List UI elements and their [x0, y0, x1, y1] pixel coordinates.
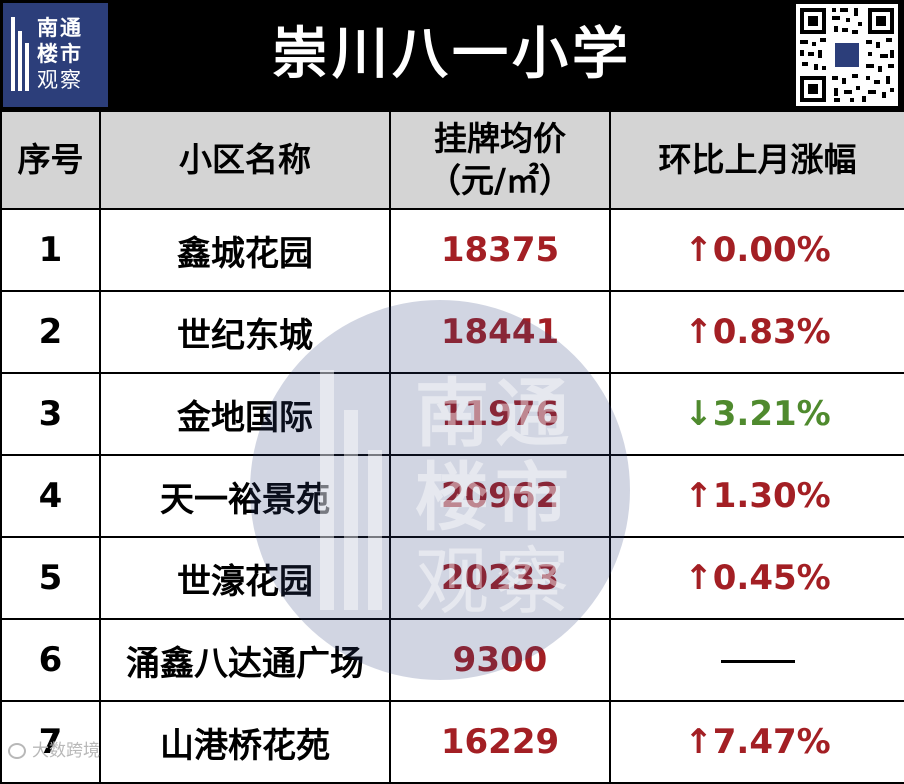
table-row: 4 天一裕景苑 20962 ↑1.30%: [0, 454, 904, 538]
table-row: 2 世纪东城 18441 ↑0.83%: [0, 290, 904, 374]
header-index: 序号: [0, 110, 101, 210]
row-change: ↑7.47%: [609, 700, 904, 784]
row-name: 金地国际: [99, 372, 391, 456]
row-change-none: [609, 618, 904, 702]
row-index: 6: [0, 618, 101, 702]
table-row: 7 山港桥花苑 16229 ↑7.47%: [0, 700, 904, 784]
page-title: 崇川八一小学: [272, 22, 632, 87]
header-price-line-1: 挂牌均价: [434, 119, 566, 158]
row-name: 鑫城花园: [99, 208, 391, 292]
logo-line-1: 南通: [37, 16, 83, 40]
header-change: 环比上月涨幅: [609, 110, 904, 210]
row-price: 20962: [389, 454, 611, 538]
table-row: 3 金地国际 11976 ↓3.21%: [0, 372, 904, 456]
row-price: 9300: [389, 618, 611, 702]
paw-icon: [8, 743, 26, 759]
row-price: 20233: [389, 536, 611, 620]
logo-bars-icon: [11, 17, 33, 91]
logo-line-3: 观察: [37, 68, 83, 92]
row-change: ↑0.45%: [609, 536, 904, 620]
table-row: 1 鑫城花园 18375 ↑0.00%: [0, 208, 904, 292]
row-name: 山港桥花苑: [99, 700, 391, 784]
header-bar: 南通 楼市 观察 崇川八一小学: [0, 0, 904, 110]
row-change: ↑1.30%: [609, 454, 904, 538]
row-index: 3: [0, 372, 101, 456]
footer-watermark: 大数跨境: [8, 740, 100, 762]
footer-watermark-text: 大数跨境: [32, 741, 100, 761]
price-table: 序号 小区名称 挂牌均价 （元/㎡） 环比上月涨幅 1 鑫城花园 18375 ↑…: [0, 110, 904, 784]
row-index: 1: [0, 208, 101, 292]
row-change: ↑0.83%: [609, 290, 904, 374]
table-header-row: 序号 小区名称 挂牌均价 （元/㎡） 环比上月涨幅: [0, 110, 904, 210]
table-row: 6 涌鑫八达通广场 9300: [0, 618, 904, 702]
row-index: 2: [0, 290, 101, 374]
header-price: 挂牌均价 （元/㎡）: [389, 110, 611, 210]
table-row: 5 世濠花园 20233 ↑0.45%: [0, 536, 904, 620]
brand-logo: 南通 楼市 观察: [3, 3, 108, 107]
dash-icon: [720, 660, 795, 663]
row-name: 世濠花园: [99, 536, 391, 620]
qr-brand-icon: [833, 41, 861, 69]
header-price-line-2: （元/㎡）: [427, 161, 573, 200]
row-price: 16229: [389, 700, 611, 784]
row-change: ↑0.00%: [609, 208, 904, 292]
header-name: 小区名称: [99, 110, 391, 210]
row-name: 天一裕景苑: [99, 454, 391, 538]
row-index: 5: [0, 536, 101, 620]
qr-code-icon: [796, 4, 898, 106]
row-name: 世纪东城: [99, 290, 391, 374]
row-price: 18441: [389, 290, 611, 374]
row-index: 4: [0, 454, 101, 538]
row-name: 涌鑫八达通广场: [99, 618, 391, 702]
row-change: ↓3.21%: [609, 372, 904, 456]
row-price: 11976: [389, 372, 611, 456]
logo-line-2: 楼市: [37, 42, 83, 66]
row-price: 18375: [389, 208, 611, 292]
